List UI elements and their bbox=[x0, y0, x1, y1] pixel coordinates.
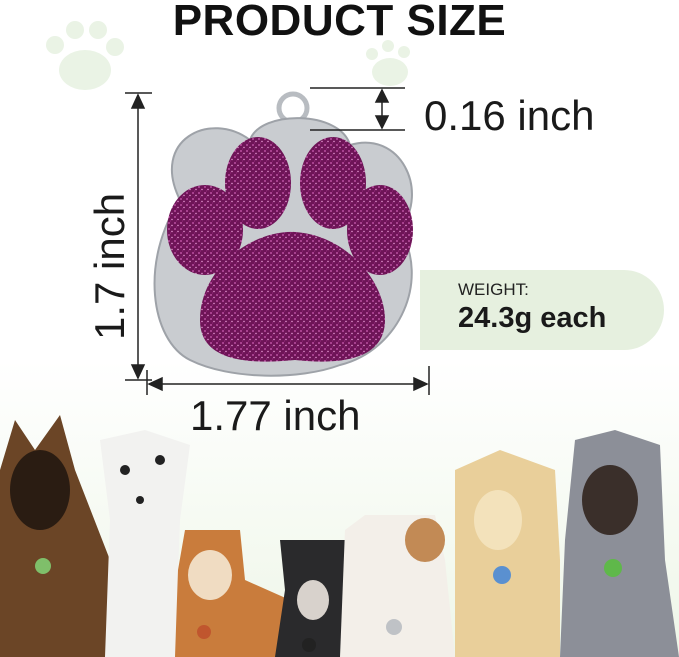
page-title: PRODUCT SIZE bbox=[172, 0, 507, 45]
dog-australian-shepherd bbox=[560, 430, 679, 657]
ring-size-label: 0.16 inch bbox=[424, 92, 595, 139]
dog-dalmatian bbox=[100, 430, 190, 657]
dog-german-shepherd bbox=[0, 415, 140, 657]
dogs-group bbox=[0, 415, 679, 657]
paw-tag bbox=[153, 91, 413, 377]
dog-french-bulldog bbox=[275, 540, 350, 657]
height-label: 1.7 inch bbox=[86, 192, 133, 340]
dog-golden-retriever bbox=[455, 450, 560, 657]
weight-panel: WEIGHT: 24.3g each bbox=[420, 270, 664, 350]
weight-value: 24.3g each bbox=[458, 302, 607, 334]
dog-shiba bbox=[175, 530, 290, 657]
dog-english-bulldog bbox=[340, 515, 455, 657]
width-label: 1.77 inch bbox=[190, 392, 361, 439]
dimension-lines bbox=[125, 87, 430, 395]
dog-tag-charm-icon bbox=[35, 558, 622, 652]
weight-label: WEIGHT: bbox=[458, 280, 529, 299]
background-paw-icon bbox=[46, 21, 410, 90]
